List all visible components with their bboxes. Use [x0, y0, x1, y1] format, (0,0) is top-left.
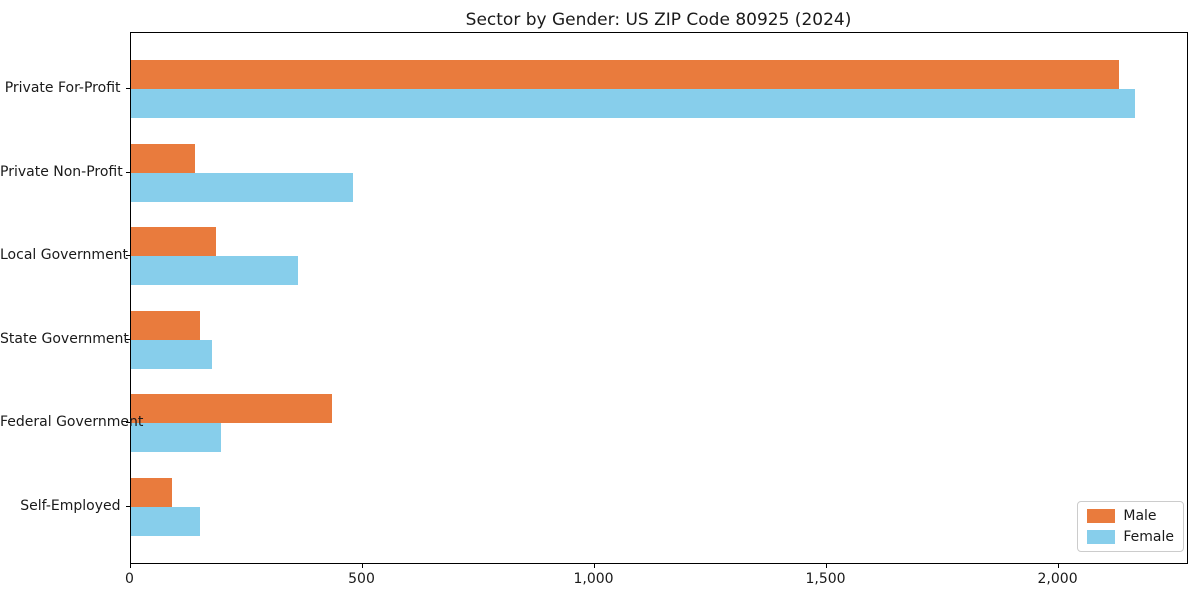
x-tick-label-0: 0	[125, 571, 134, 587]
x-tick-label-500: 500	[348, 571, 375, 587]
x-tick-mark	[361, 564, 363, 568]
male-bar-local-government	[130, 227, 217, 257]
legend-label-female: Female	[1123, 529, 1174, 545]
x-tick-label-1-500: 1,500	[805, 571, 846, 587]
x-tick-mark	[593, 564, 595, 568]
y-tick-mark	[125, 171, 130, 173]
x-tick-label-1-000: 1,000	[573, 571, 614, 587]
female-bar-private-non-profit	[130, 172, 354, 202]
y-tick-mark	[125, 506, 130, 507]
legend: Male Female	[1077, 501, 1184, 552]
y-tick-mark	[125, 88, 130, 89]
male-bar-private-non-profit	[130, 143, 196, 173]
legend-item-male: Male	[1087, 508, 1174, 524]
male-swatch-icon	[1087, 509, 1116, 523]
male-bar-federal-government	[130, 394, 333, 424]
y-tick-mark	[125, 422, 130, 424]
y-tick-mark	[125, 338, 130, 340]
female-swatch-icon	[1087, 530, 1116, 544]
male-bar-state-government	[130, 310, 201, 340]
x-tick-label-2-000: 2,000	[1037, 571, 1078, 587]
male-bar-self-employed	[130, 478, 173, 507]
legend-label-male: Male	[1123, 508, 1157, 524]
female-bar-self-employed	[130, 507, 201, 536]
y-tick-mark	[125, 255, 130, 257]
male-bar-private-for-profit	[130, 60, 1119, 89]
female-bar-private-for-profit	[130, 89, 1136, 118]
plot-area	[129, 32, 1188, 564]
female-bar-federal-government	[130, 423, 221, 453]
y-tick-label-federal-government: Federal Government	[0, 414, 144, 431]
chart-title: Sector by Gender: US ZIP Code 80925 (202…	[465, 10, 852, 30]
x-tick-mark	[825, 564, 827, 568]
x-tick-mark	[129, 564, 131, 568]
female-bar-state-government	[130, 339, 212, 369]
y-tick-label-private-for-profit: Private For-Profit	[4, 80, 121, 96]
female-bar-local-government	[130, 256, 298, 286]
legend-item-female: Female	[1087, 529, 1174, 545]
y-tick-label-self-employed: Self-Employed	[20, 498, 121, 514]
y-tick-label-state-government: State Government	[0, 330, 129, 347]
y-tick-label-private-non-profit: Private Non-Profit	[0, 163, 123, 180]
x-tick-mark	[1057, 564, 1059, 568]
y-tick-label-local-government: Local Government	[0, 247, 129, 264]
